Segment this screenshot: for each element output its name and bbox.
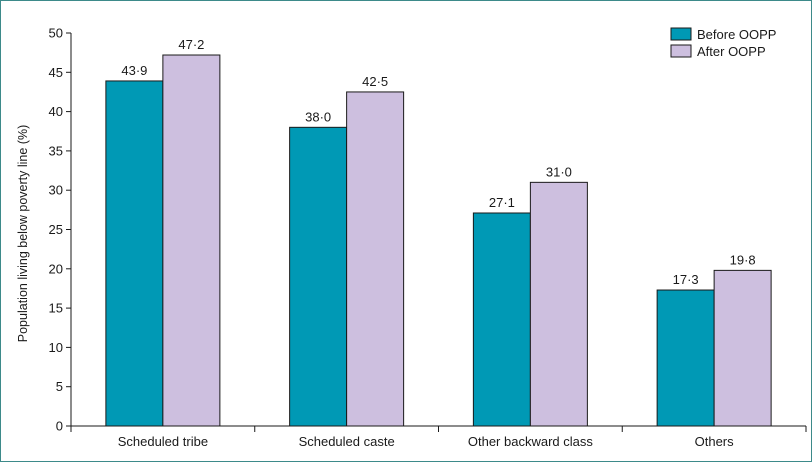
legend-swatch [670, 27, 692, 41]
value-labels: 43·9 47·2 38·0 42·5 27·1 31·0 17·3 19·8 [121, 37, 755, 287]
x-category-label: Others [695, 434, 735, 449]
bar-value-label: 42·5 [362, 74, 388, 89]
legend-swatch [670, 44, 692, 58]
x-category-label: Other backward class [468, 434, 593, 449]
bar-after [713, 269, 772, 427]
bar-value-label: 47·2 [178, 37, 204, 52]
bar-before [656, 289, 715, 427]
y-tick-label: 45 [49, 65, 63, 80]
y-tick-label: 50 [49, 26, 63, 41]
legend-label: After OOPP [697, 44, 766, 59]
y-tick-label: 30 [49, 183, 63, 198]
y-tick-label: 10 [49, 340, 63, 355]
y-tick-label: 40 [49, 104, 63, 119]
bar-value-label: 19·8 [730, 252, 756, 267]
bar-value-label: 17·3 [673, 272, 699, 287]
x-category-label: Scheduled tribe [118, 434, 208, 449]
bar-after [529, 181, 588, 427]
x-category-label: Scheduled caste [299, 434, 395, 449]
y-tick-label: 25 [49, 222, 63, 237]
legend-label: Before OOPP [697, 27, 776, 42]
bar-before [105, 80, 164, 427]
bars [105, 54, 772, 427]
y-axis-label: Population living below poverty line (%) [16, 125, 30, 342]
bar-value-label: 27·1 [489, 195, 515, 210]
y-tick-label: 35 [49, 143, 63, 158]
y-tick-label: 20 [49, 261, 63, 276]
bar-value-label: 31·0 [546, 164, 572, 179]
bar-value-label: 43·9 [121, 63, 147, 78]
y-tick-label: 0 [56, 419, 63, 434]
bar-value-label: 38·0 [305, 109, 331, 124]
bar-before [472, 212, 531, 427]
y-axis: 0 5 10 15 20 25 30 35 40 45 50 [49, 26, 72, 434]
bar-after [346, 91, 405, 427]
y-tick-label: 15 [49, 301, 63, 316]
legend: Before OOPP After OOPP [670, 27, 776, 59]
y-tick-label: 5 [56, 379, 63, 394]
bar-after [162, 54, 221, 427]
x-axis: Scheduled tribe Scheduled caste Other back… [70, 425, 807, 449]
bar-before [289, 126, 348, 427]
